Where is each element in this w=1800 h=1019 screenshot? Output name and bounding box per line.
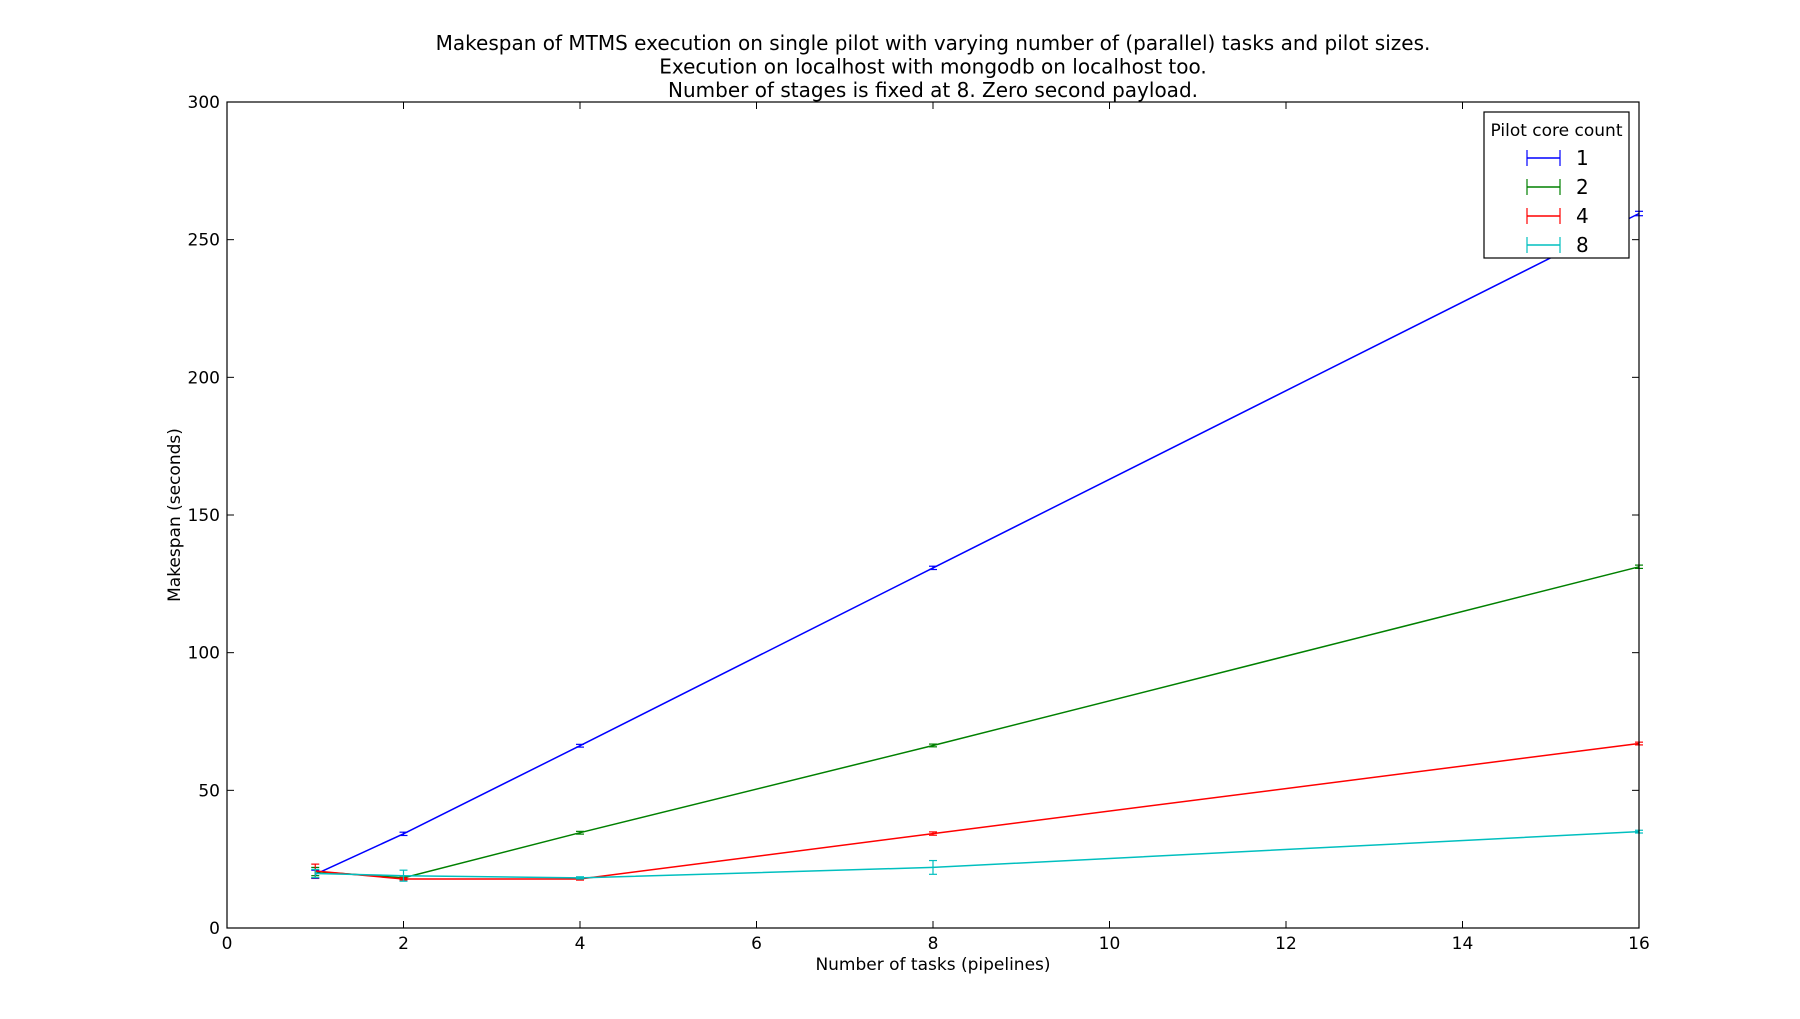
chart-title-line: Execution on localhost with mongodb on l…: [659, 55, 1207, 79]
legend-label: 8: [1576, 233, 1589, 257]
legend-label: 2: [1576, 175, 1589, 199]
series-line: [315, 742, 1640, 880]
series-line: [314, 212, 1640, 875]
x-tick-label: 6: [751, 934, 762, 954]
series-line: [315, 566, 1640, 879]
y-tick-label: 300: [188, 93, 220, 113]
legend-label: 4: [1576, 204, 1589, 228]
chart-title: Makespan of MTMS execution on single pil…: [436, 31, 1431, 102]
y-tick-label: 50: [198, 781, 220, 801]
y-axis: 0 50 100 150 200 250 300: [188, 93, 1639, 939]
x-tick-label: 14: [1452, 934, 1474, 954]
plot-frame: [226, 101, 1640, 929]
chart-title-line: Makespan of MTMS execution on single pil…: [436, 31, 1431, 55]
y-tick-label: 100: [188, 644, 220, 664]
y-tick-label: 150: [188, 506, 220, 526]
x-tick-label: 16: [1628, 934, 1650, 954]
x-tick-label: 4: [575, 934, 586, 954]
x-tick-label: 10: [1099, 934, 1121, 954]
legend-title: Pilot core count: [1491, 121, 1623, 141]
legend: Pilot core count 1 2 4 8: [1483, 111, 1630, 259]
x-tick-label: 0: [222, 934, 233, 954]
x-tick-label: 2: [398, 934, 409, 954]
chart-title-line: Number of stages is fixed at 8. Zero sec…: [668, 78, 1198, 102]
y-tick-label: 250: [188, 231, 220, 251]
series-layer: [311, 210, 1643, 882]
series-line: [315, 830, 1640, 879]
legend-label: 1: [1576, 146, 1589, 170]
y-axis-label: Makespan (seconds): [165, 428, 185, 602]
legend-box: [1483, 111, 1630, 259]
x-tick-label: 8: [928, 934, 939, 954]
x-axis-label: Number of tasks (pipelines): [815, 955, 1050, 975]
y-tick-label: 200: [188, 368, 220, 388]
x-tick-label: 12: [1275, 934, 1297, 954]
y-tick-label: 0: [209, 919, 220, 939]
x-axis: 0 2 4 6 8 10 12 14 16: [222, 102, 1650, 954]
